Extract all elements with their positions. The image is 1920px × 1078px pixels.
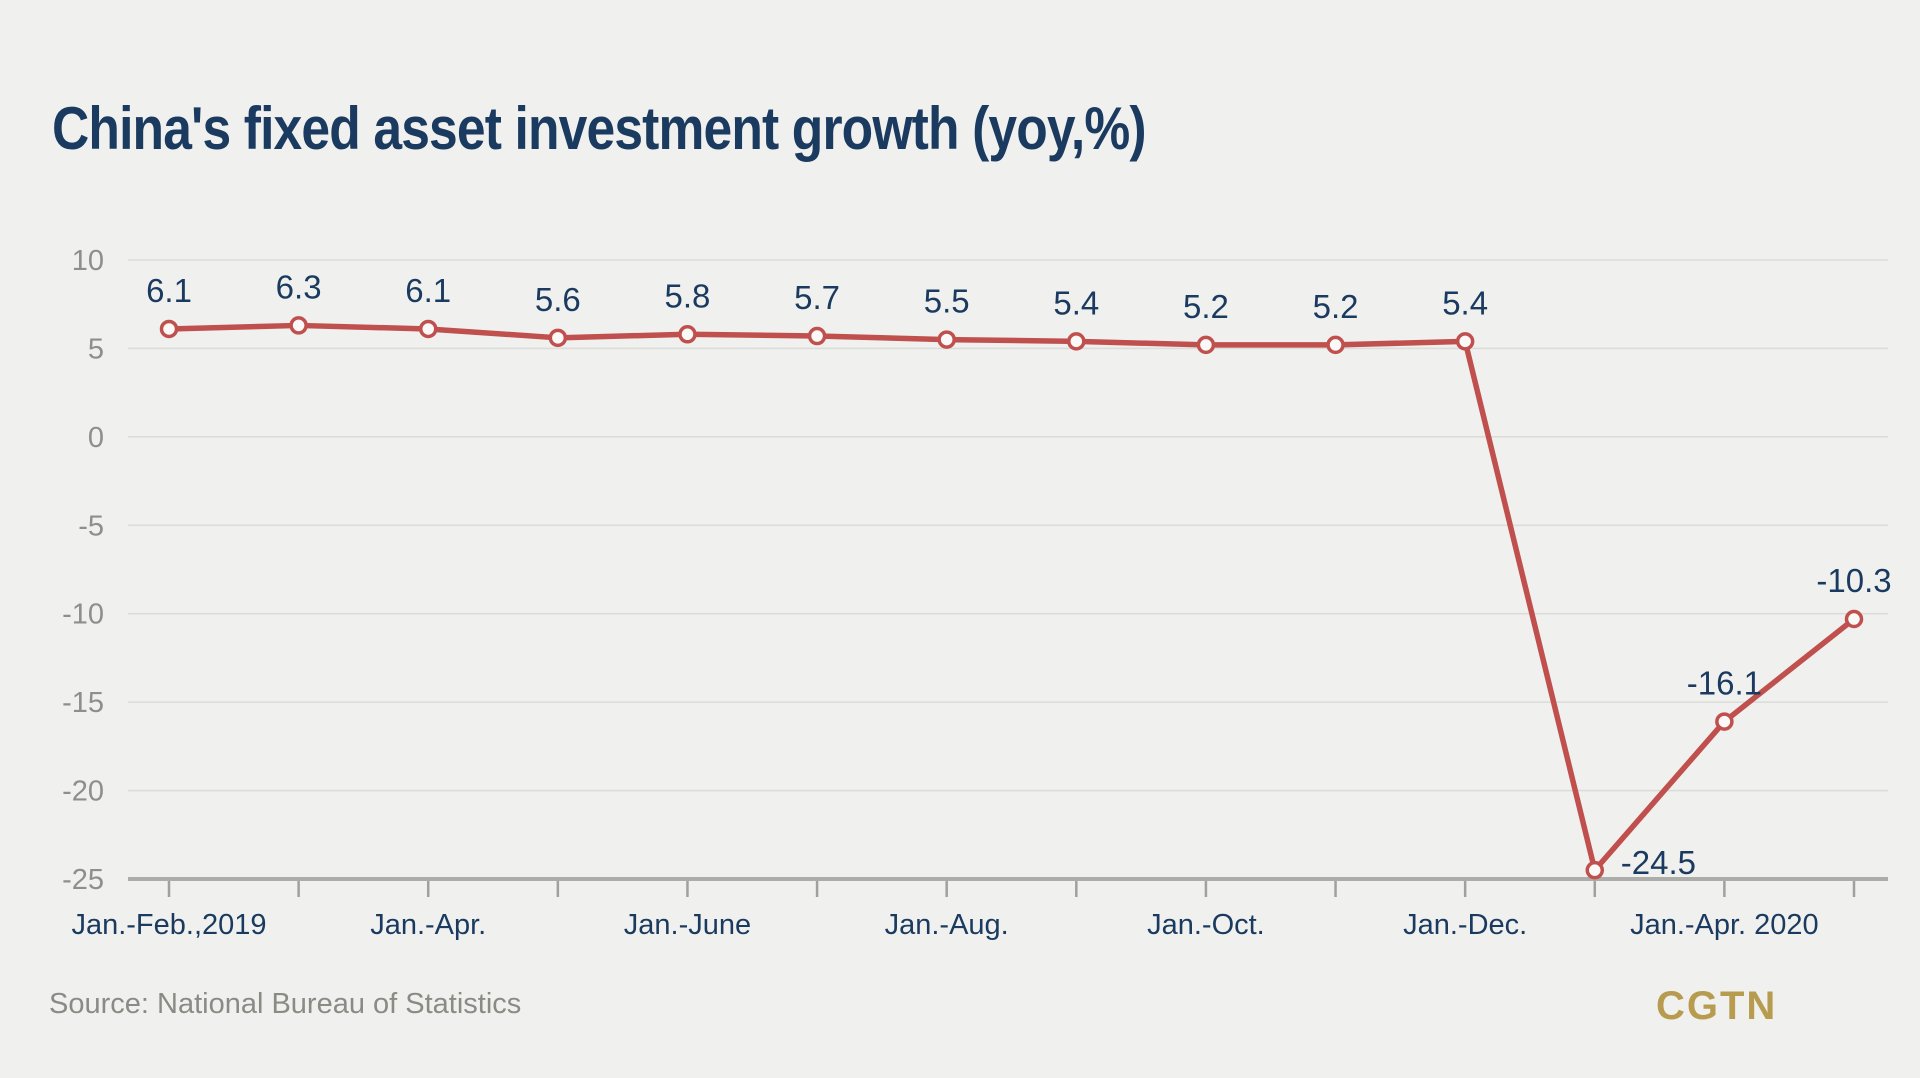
y-tick-label: -15 bbox=[62, 687, 104, 719]
x-tick-label: Jan.-Apr. bbox=[370, 909, 486, 941]
data-point-label: 5.7 bbox=[794, 279, 840, 316]
x-tick-label: Jan.-June bbox=[624, 909, 751, 941]
cgtn-logo: CGTN bbox=[1656, 984, 1778, 1028]
data-point-label: -24.5 bbox=[1621, 844, 1696, 881]
data-point-marker bbox=[548, 328, 568, 348]
data-point-label: 5.6 bbox=[535, 281, 581, 318]
data-point-marker bbox=[159, 319, 179, 339]
x-tick-label: Jan.-Feb.,2019 bbox=[71, 909, 266, 941]
data-point-marker bbox=[937, 330, 956, 349]
x-tick-label: Jan.-Apr. 2020 bbox=[1630, 909, 1819, 941]
data-point-label: 6.1 bbox=[146, 272, 192, 309]
y-tick-label: -25 bbox=[62, 864, 104, 896]
data-point-marker bbox=[1715, 712, 1734, 731]
x-tick-label: Jan.-Oct. bbox=[1147, 909, 1265, 941]
x-tick-label: Jan.-Dec. bbox=[1403, 909, 1527, 941]
data-point-marker bbox=[289, 316, 308, 335]
data-point-marker bbox=[1455, 332, 1475, 351]
data-point-marker bbox=[1067, 332, 1086, 351]
data-point-label: -16.1 bbox=[1687, 665, 1762, 702]
data-point-label: 5.8 bbox=[665, 277, 711, 314]
data-point-label: 5.2 bbox=[1183, 288, 1229, 325]
data-point-label: 5.5 bbox=[924, 283, 970, 320]
data-point-marker bbox=[418, 319, 438, 339]
data-point-marker bbox=[1326, 335, 1345, 355]
data-point-marker bbox=[1196, 335, 1216, 355]
x-tick-label: Jan.-Aug. bbox=[885, 909, 1009, 941]
data-point-label: 5.2 bbox=[1313, 288, 1359, 325]
source-note: Source: National Bureau of Statistics bbox=[49, 988, 522, 1020]
y-tick-label: 5 bbox=[88, 333, 104, 365]
y-tick-label: 10 bbox=[72, 245, 104, 277]
y-tick-label: 0 bbox=[88, 422, 104, 454]
data-point-label: 6.3 bbox=[276, 268, 322, 305]
data-point-marker bbox=[678, 325, 697, 344]
data-point-marker bbox=[807, 326, 827, 346]
data-point-label: 6.1 bbox=[405, 272, 451, 309]
chart-title: China's fixed asset investment growth (y… bbox=[52, 95, 1147, 162]
data-line bbox=[166, 322, 1857, 873]
data-point-label: 5.4 bbox=[1053, 284, 1099, 321]
y-tick-label: -20 bbox=[62, 776, 104, 808]
data-point-marker bbox=[1585, 860, 1605, 880]
y-tick-label: -5 bbox=[78, 510, 104, 542]
data-point-label: -10.3 bbox=[1816, 562, 1891, 599]
y-tick-label: -10 bbox=[62, 599, 104, 631]
data-point-marker bbox=[1844, 609, 1864, 629]
data-point-label: 5.4 bbox=[1442, 284, 1488, 321]
